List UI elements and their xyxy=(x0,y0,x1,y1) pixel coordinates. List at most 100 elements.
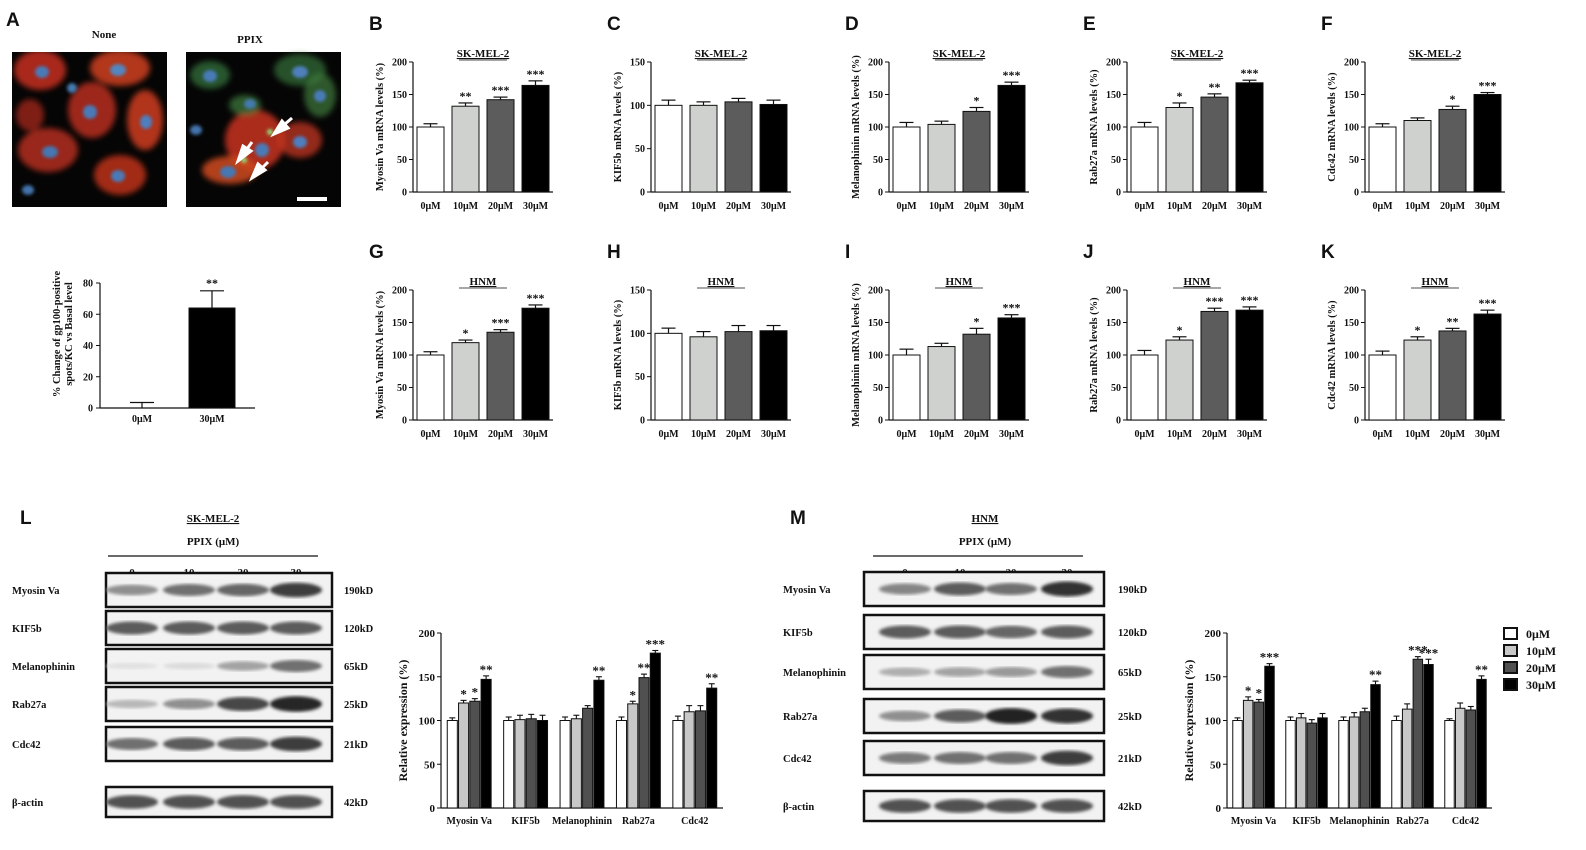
chart-title: HNM xyxy=(1184,276,1212,288)
significance: * xyxy=(1177,89,1183,103)
chart-a: % Change of gp100-positive spots/KC vs B… xyxy=(52,271,255,425)
protein-band xyxy=(1041,581,1093,597)
y-axis-label-a-line2: spots/KC vs Basal level xyxy=(64,282,75,386)
y-tick-label: 100 xyxy=(630,329,645,340)
y-tick-label: 50 xyxy=(397,383,407,394)
band-size: 120kD xyxy=(1118,628,1148,639)
x-tick-label-a: 0μM xyxy=(132,414,153,425)
bar xyxy=(997,317,1026,421)
panel-label-g: G xyxy=(369,242,384,263)
x-tick-label: Myosin Va xyxy=(1231,816,1276,827)
significance: *** xyxy=(527,67,545,81)
x-tick-label: 0μM xyxy=(658,201,679,212)
x-tick-label: KIF5b xyxy=(1292,816,1321,827)
y-tick-label: 100 xyxy=(868,351,883,362)
band-name: β-actin xyxy=(783,802,814,813)
y-tick-label-a: 60 xyxy=(83,310,93,321)
bar xyxy=(1200,96,1229,193)
x-tick-label: 10μM xyxy=(929,201,955,212)
y-tick-label: 100 xyxy=(1344,123,1359,134)
bar xyxy=(962,110,991,193)
protein-band xyxy=(934,667,986,677)
significance: ** xyxy=(705,670,718,685)
protein-band xyxy=(985,625,1037,639)
panel-label-h: H xyxy=(607,242,621,263)
y-tick-label: 0 xyxy=(640,416,645,427)
band-size: 65kD xyxy=(344,662,368,673)
x-tick-label: 20μM xyxy=(726,201,752,212)
x-tick-label: 30μM xyxy=(999,201,1025,212)
y-tick-label: 150 xyxy=(1106,90,1121,101)
chart-g: G HNM Myosin Va mRNA levels (%) 0 50 100 150 20… xyxy=(369,242,553,440)
y-tick-label: 100 xyxy=(1344,351,1359,362)
bar xyxy=(1232,720,1243,809)
bar xyxy=(416,126,445,193)
band-name: Melanophinin xyxy=(12,662,75,673)
y-axis-label: Myosin Va mRNA levels (%) xyxy=(375,62,386,191)
protein-band xyxy=(106,621,158,635)
treatment-label: PPIX (μM) xyxy=(187,536,240,548)
protein-band xyxy=(879,625,931,639)
protein-band xyxy=(985,799,1037,813)
y-axis-label: Cdc42 mRNA levels (%) xyxy=(1327,72,1338,182)
x-tick-label: 0μM xyxy=(658,429,679,440)
bar xyxy=(1423,664,1434,809)
blot-title: HNM xyxy=(972,513,1000,525)
mrna-charts: B SK-MEL-2 Myosin Va mRNA levels (%) 0 50 100… xyxy=(369,14,1505,440)
x-tick-label: 0μM xyxy=(896,429,917,440)
chart-d: D SK-MEL-2 Melanophinin mRNA levels (%) 0 50… xyxy=(845,14,1029,212)
x-tick-label: 20μM xyxy=(964,429,990,440)
significance: ** xyxy=(1447,314,1459,328)
y-tick-label: 100 xyxy=(392,351,407,362)
chart-title: SK-MEL-2 xyxy=(1409,48,1462,60)
protein-band xyxy=(1041,708,1093,724)
bar xyxy=(1242,699,1254,809)
bar xyxy=(582,707,594,809)
bar xyxy=(469,700,481,809)
x-tick-label: 30μM xyxy=(1475,201,1501,212)
bar xyxy=(446,720,458,809)
bar xyxy=(627,703,639,809)
protein-band xyxy=(1041,799,1093,813)
chart-title: SK-MEL-2 xyxy=(457,48,510,60)
bar xyxy=(1391,720,1402,809)
bar xyxy=(1165,107,1194,193)
panel-label-d: D xyxy=(845,14,859,35)
x-tick-label: 10μM xyxy=(929,429,955,440)
y-tick-label: 0 xyxy=(1354,188,1359,199)
bar xyxy=(649,652,661,809)
significance: *** xyxy=(492,83,510,97)
y-tick-label-a: 20 xyxy=(83,372,93,383)
micrograph-ppix xyxy=(186,52,341,207)
protein-band xyxy=(270,696,322,712)
significance: *** xyxy=(1003,301,1021,315)
y-axis-label: KIF5b mRNA levels (%) xyxy=(613,299,624,410)
y-axis-label: Relative expression (%) xyxy=(396,660,410,782)
y-axis-label-a-line1: % Change of gp100-positive xyxy=(52,271,63,398)
protein-band xyxy=(217,621,269,635)
band-size: 120kD xyxy=(344,624,374,635)
significance: * xyxy=(1450,92,1456,106)
y-tick-label: 150 xyxy=(868,90,883,101)
significance: * xyxy=(974,94,980,108)
x-tick-label: 0μM xyxy=(420,201,441,212)
chart-e: E SK-MEL-2 Rab27a mRNA levels (%) 0 50 100 150… xyxy=(1083,14,1267,212)
panel-label-b: B xyxy=(369,14,383,35)
bar xyxy=(638,677,650,809)
significance: * xyxy=(460,686,467,701)
y-tick-label: 200 xyxy=(868,286,883,297)
protein-band xyxy=(985,583,1037,595)
x-tick-label: 10μM xyxy=(691,201,717,212)
y-tick-label: 150 xyxy=(1106,318,1121,329)
band-name: Myosin Va xyxy=(783,585,831,596)
band-size: 42kD xyxy=(344,798,368,809)
x-tick-label: 30μM xyxy=(1475,429,1501,440)
x-tick-label: 10μM xyxy=(691,429,717,440)
significance: *** xyxy=(1479,79,1497,93)
y-axis-label: Rab27a mRNA levels (%) xyxy=(1089,69,1100,185)
legend-swatch xyxy=(1503,644,1518,657)
significance: *** xyxy=(1260,650,1280,665)
protein-band xyxy=(934,709,986,723)
protein-band xyxy=(879,752,931,764)
